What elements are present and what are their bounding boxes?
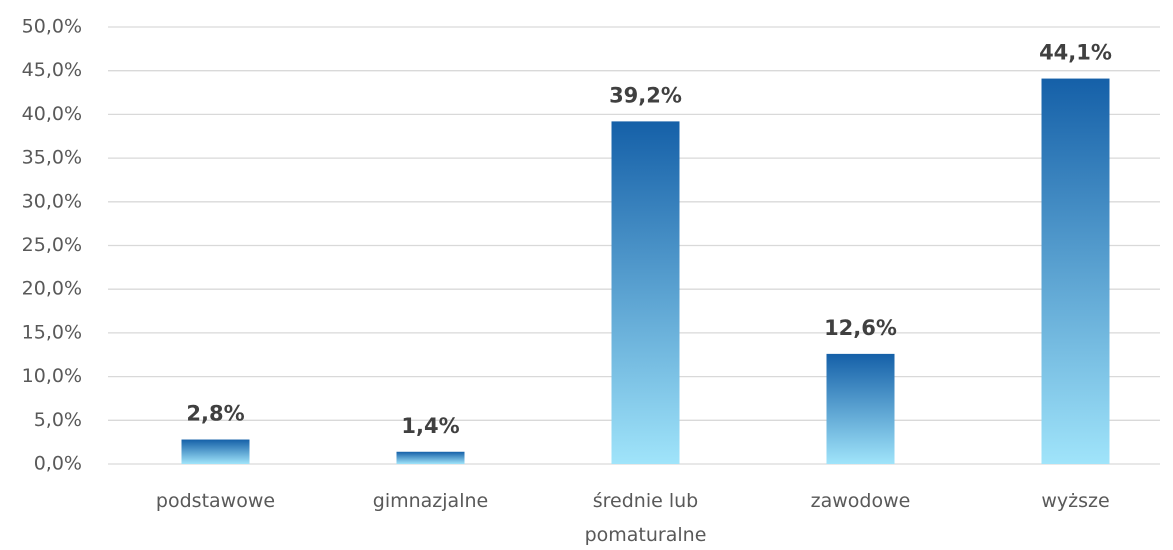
x-tick-label: zawodowe [810,490,911,512]
y-tick-label: 10,0% [22,365,82,387]
bar [826,353,895,464]
y-tick-label: 30,0% [22,190,82,212]
bar [611,121,680,464]
y-tick-label: 5,0% [34,409,82,431]
x-tick-label: gimnazjalne [372,490,489,512]
bar [181,439,250,464]
y-tick-label: 25,0% [22,234,82,256]
value-label: 39,2% [609,83,682,107]
y-tick-label: 0,0% [34,453,82,475]
y-tick-label: 40,0% [22,103,82,125]
y-tick-label: 20,0% [22,278,82,300]
x-tick-label-box: średnie lub pomaturalne [584,490,707,546]
y-tick-label: 45,0% [22,59,82,81]
x-tick-label: średnie lub pomaturalne [584,490,707,546]
x-tick-label-box: podstawowe [155,490,276,512]
y-tick-label: 35,0% [22,147,82,169]
value-label: 1,4% [401,414,459,438]
bar [1041,78,1110,464]
value-label: 12,6% [824,316,897,340]
x-tick-label-box: wyższe [1041,490,1110,512]
y-tick-label: 50,0% [22,16,82,38]
x-tick-label: wyższe [1041,490,1110,512]
value-label: 44,1% [1039,41,1112,65]
y-tick-label: 15,0% [22,321,82,343]
x-tick-label-box: zawodowe [810,490,911,512]
x-tick-label-box: gimnazjalne [372,490,489,512]
bar [396,451,465,464]
x-tick-label: podstawowe [155,490,276,512]
value-label: 2,8% [186,402,244,426]
